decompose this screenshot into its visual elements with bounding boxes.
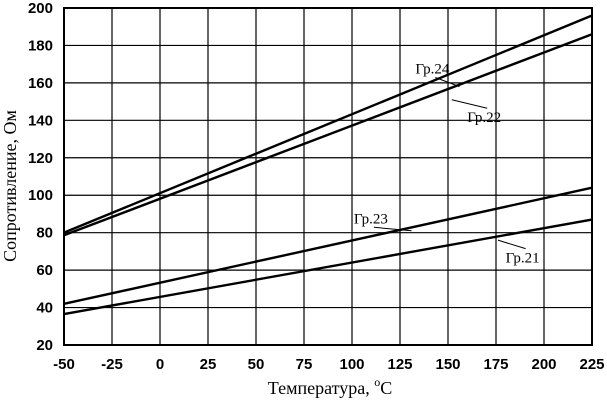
x-tick-label: 200 [531,356,556,373]
x-tick-label: -25 [101,356,123,373]
y-tick-label: 120 [28,150,53,167]
series-label-leader [497,239,526,250]
series-label-2: Гр.22 [467,110,501,126]
x-tick-label: 175 [483,356,508,373]
series-label-leader [435,77,460,88]
series-line-3 [63,186,593,305]
y-tick-label: 20 [36,337,53,354]
tick-labels: -50 -25 0 25 50 75 100 125 150 175 200 225 20 40 60 80 1… [28,0,605,373]
y-tick-label: 160 [28,75,53,92]
x-axis-title-unit: C [380,378,392,398]
y-axis-title: Сопротивление, Ом [0,110,20,262]
series-line-4 [63,218,593,316]
y-tick-label: 140 [28,112,53,129]
grid [63,7,593,346]
x-axis-title-sup: o [374,375,380,389]
y-tick-label: 100 [28,187,53,204]
series-label-leader [451,99,488,109]
series-lines [63,14,593,316]
y-tick-label: 60 [36,262,53,279]
x-tick-label: 0 [156,356,164,373]
plot-frame [63,7,593,346]
series-label-4: Гр.21 [506,251,540,267]
series-label-1: Гр.24 [415,62,449,78]
x-tick-label: 150 [435,356,460,373]
y-tick-label: 80 [36,225,53,242]
series-label-3: Гр.23 [354,211,388,227]
y-tick-label: 40 [36,300,53,317]
x-tick-label: 25 [200,356,217,373]
x-tick-label: -50 [53,356,75,373]
series-line-2 [63,33,593,237]
x-tick-label: 50 [248,356,265,373]
y-tick-label: 180 [28,37,53,54]
x-tick-label: 225 [579,356,604,373]
annotations: Гр.24 Гр.22 Гр.23 Гр.21 [354,62,540,267]
x-tick-label: 125 [387,356,412,373]
y-tick-label: 200 [28,0,53,17]
series-line-1 [63,14,593,234]
x-tick-label: 75 [296,356,313,373]
series-label-leader [373,226,412,232]
x-axis-title: Температура, oC [268,375,392,398]
x-tick-label: 100 [339,356,364,373]
x-axis-title-text: Температура, [268,378,374,398]
